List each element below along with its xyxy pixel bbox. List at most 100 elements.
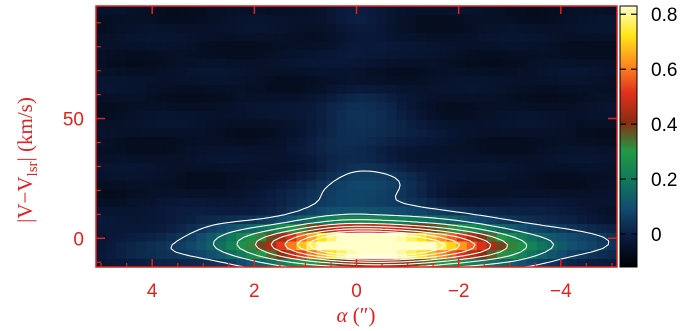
heat-cell — [266, 58, 277, 68]
heat-cell — [176, 180, 187, 190]
heat-cell — [576, 58, 588, 68]
heat-cell — [376, 23, 388, 33]
heat-cell — [276, 110, 287, 120]
heat-cell — [96, 240, 107, 251]
heat-cell — [406, 23, 418, 33]
heat-cell — [196, 119, 207, 129]
heat-cell — [276, 66, 287, 77]
heat-cell — [226, 145, 237, 155]
heat-cell — [506, 58, 518, 68]
heat-cell — [326, 119, 338, 129]
heat-cell — [556, 84, 568, 94]
heat-cell — [376, 214, 388, 225]
heat-cell — [496, 6, 508, 16]
heat-cell — [296, 197, 307, 207]
heat-cell — [176, 23, 187, 33]
heat-cell — [436, 258, 448, 267]
heat-cell — [346, 75, 358, 85]
heat-cell — [196, 162, 207, 172]
heat-cell — [166, 101, 177, 111]
heat-cell — [396, 6, 408, 16]
heat-cell — [186, 101, 197, 111]
heat-cell — [276, 214, 287, 225]
heat-cell — [396, 75, 408, 85]
heat-cell — [396, 119, 408, 129]
contour-line — [296, 230, 461, 259]
heat-cell — [256, 40, 267, 51]
heat-cell — [236, 49, 247, 59]
heat-cell — [396, 32, 408, 42]
heat-cell — [206, 249, 217, 259]
heat-cell — [256, 14, 267, 24]
heat-cell — [156, 119, 167, 129]
heat-cell — [196, 153, 207, 164]
heat-cell — [516, 232, 528, 242]
heat-cell — [446, 110, 458, 120]
heat-cell — [346, 93, 358, 103]
heat-cell — [486, 23, 498, 33]
heat-cell — [246, 136, 257, 146]
heat-cell — [396, 40, 408, 51]
heat-cell — [186, 232, 197, 242]
heat-cell — [366, 93, 378, 103]
heat-cell — [426, 66, 438, 77]
heat-cell — [346, 232, 358, 242]
heat-cell — [116, 101, 127, 111]
heat-cell — [336, 180, 348, 190]
heat-cell — [106, 214, 117, 225]
heat-cell — [206, 232, 217, 242]
heat-cell — [256, 162, 267, 172]
heat-cell — [116, 66, 127, 77]
heat-cell — [336, 145, 348, 155]
heat-cell — [526, 240, 538, 251]
heat-cell — [186, 136, 197, 146]
heat-cell — [476, 23, 488, 33]
heat-cell — [176, 232, 187, 242]
heat-cell — [516, 93, 528, 103]
heat-cell — [606, 49, 617, 59]
heat-cell — [526, 110, 538, 120]
heat-cell — [166, 145, 177, 155]
y-tick-label: 50 — [63, 110, 84, 131]
heat-cell — [486, 127, 498, 138]
heat-cell — [96, 249, 107, 259]
heat-cell — [296, 49, 307, 59]
heat-cell — [556, 162, 568, 172]
heat-cell — [316, 223, 328, 233]
heat-cell — [146, 32, 157, 42]
heat-cell — [336, 232, 348, 242]
heat-cell — [316, 66, 328, 77]
heat-cell — [366, 40, 378, 51]
heat-cell — [406, 171, 418, 181]
heat-cell — [96, 75, 107, 85]
heat-cell — [516, 153, 528, 164]
heat-cell — [336, 258, 348, 267]
heat-cell — [416, 162, 428, 172]
heat-cell — [336, 127, 348, 138]
heat-cell — [376, 49, 388, 59]
heat-cell — [246, 127, 257, 138]
heat-cell — [366, 23, 378, 33]
heat-cell — [176, 6, 187, 16]
heat-cell — [606, 23, 617, 33]
heat-cell — [386, 84, 398, 94]
heat-cell — [356, 75, 368, 85]
heat-cell — [236, 32, 247, 42]
heat-cell — [406, 188, 418, 198]
heat-cell — [406, 93, 418, 103]
heat-cell — [366, 249, 378, 259]
heat-cell — [466, 214, 478, 225]
heat-cell — [576, 127, 588, 138]
heat-cell — [306, 40, 318, 51]
heat-cell — [396, 110, 408, 120]
heat-cell — [506, 197, 518, 207]
heat-cell — [206, 171, 217, 181]
heat-cell — [566, 49, 578, 59]
heat-cell — [206, 153, 217, 164]
heat-cell — [326, 153, 338, 164]
heat-cell — [326, 110, 338, 120]
heat-cell — [216, 136, 227, 146]
heat-cell — [556, 101, 568, 111]
heat-cell — [206, 206, 217, 216]
heat-cell — [246, 240, 257, 251]
